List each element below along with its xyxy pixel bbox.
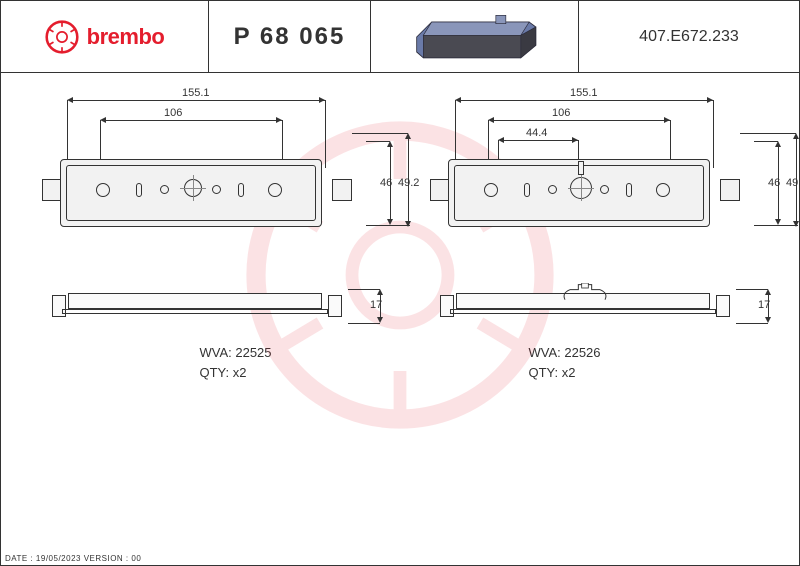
dim-inner-left: 106 (164, 107, 182, 119)
footer-text: DATE : 19/05/2023 VERSION : 00 (5, 554, 141, 563)
dim-thickness-right: 17 (758, 299, 770, 311)
wear-sensor-clip-icon (557, 283, 613, 303)
product-3d-box (371, 1, 579, 72)
diagram-area: 155.1 106 (1, 73, 799, 553)
dim-height1-left: 46 (380, 177, 392, 189)
qty-value-right: x2 (562, 365, 576, 380)
dim-overall-left: 155.1 (182, 87, 210, 99)
wva-value-right: 22526 (564, 345, 600, 360)
dim-height2-left: 49.2 (398, 177, 419, 189)
dim-thickness-left: 17 (370, 299, 382, 311)
brand-name: brembo (87, 24, 165, 50)
logo-box: brembo (1, 1, 209, 72)
brake-pad-3d-icon (405, 12, 545, 62)
header-row: brembo P 68 065 407.E672.233 (1, 1, 799, 73)
dim-extra-right: 44.4 (526, 127, 547, 139)
brembo-logo-icon (45, 20, 79, 54)
part-number-box: P 68 065 (209, 1, 371, 72)
dim-height1-right: 46 (768, 177, 780, 189)
part-number: P 68 065 (234, 23, 346, 51)
left-pad-diagram: 155.1 106 (36, 91, 376, 315)
qty-label-left: QTY: (199, 365, 229, 380)
dim-height2-right: 49.2 (786, 177, 800, 189)
dim-inner-right: 106 (552, 107, 570, 119)
ref-code: 407.E672.233 (639, 28, 739, 46)
ref-code-box: 407.E672.233 (579, 1, 799, 72)
dim-overall-right: 155.1 (570, 87, 598, 99)
right-pad-diagram: 155.1 106 44.4 (424, 91, 764, 315)
wva-label-left: WVA: (199, 345, 231, 360)
